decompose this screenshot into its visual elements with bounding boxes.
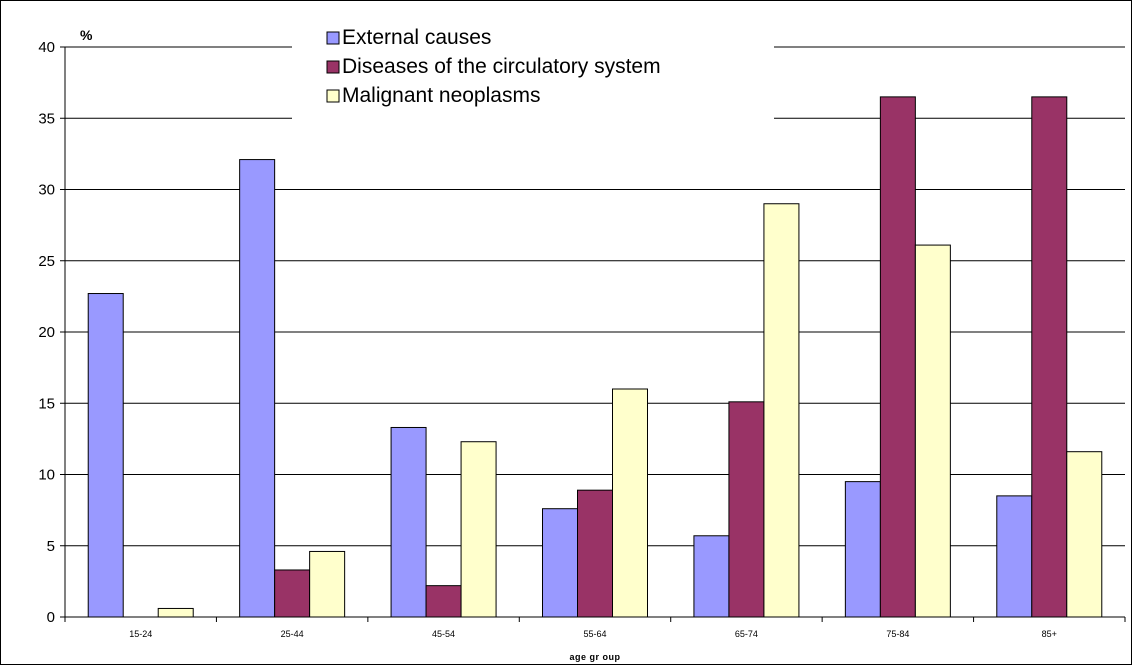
y-axis-label: % — [80, 27, 93, 43]
bar — [914, 244, 951, 618]
x-tick-label: 65-74 — [735, 629, 758, 639]
bar — [274, 569, 311, 618]
y-tick-label: 30 — [38, 182, 55, 199]
x-tick-label: 75-84 — [886, 629, 909, 639]
y-tick-label: 35 — [38, 110, 55, 127]
x-tick-label: 15-24 — [129, 629, 152, 639]
y-tick-label: 40 — [38, 39, 55, 56]
bar — [460, 441, 497, 618]
legend-swatch — [326, 89, 340, 103]
bar — [87, 293, 124, 618]
grid-lines — [65, 46, 1125, 547]
bars — [87, 96, 1103, 618]
legend-swatch — [326, 31, 340, 45]
bar — [693, 535, 730, 618]
y-tick-label: 0 — [47, 609, 55, 626]
bar — [425, 585, 462, 618]
legend-label: Malignant neoplasms — [342, 84, 540, 107]
bar — [390, 426, 427, 618]
legend-label: External causes — [342, 26, 491, 49]
bar — [844, 481, 881, 618]
legend-box — [292, 20, 774, 120]
y-tick-label: 5 — [47, 538, 55, 555]
x-tick-label: 25-44 — [281, 629, 304, 639]
bar — [996, 495, 1033, 618]
legend: External causes Diseases of the circulato… — [292, 20, 774, 120]
bar — [542, 508, 578, 618]
bar — [577, 489, 613, 618]
y-tick-label: 20 — [38, 324, 55, 341]
bar — [1066, 451, 1103, 618]
x-tick-label: 55-64 — [583, 629, 606, 639]
bar — [157, 607, 194, 618]
legend-swatch — [326, 60, 340, 74]
legend-label: Diseases of the circulatory system — [342, 55, 661, 78]
x-tick-label: 45-54 — [432, 629, 455, 639]
bar — [309, 550, 346, 618]
bar — [763, 203, 800, 618]
y-tick-label: 10 — [38, 467, 55, 484]
bar — [879, 96, 916, 618]
axes: 0 5 10 15 20 25 30 35 40 15-24 25-44 45-54 55-64 65-7… — [38, 39, 1126, 639]
y-tick-label: 25 — [38, 253, 55, 270]
bar — [1031, 96, 1068, 618]
x-tick-label: 85+ — [1042, 629, 1057, 639]
bar — [728, 401, 765, 618]
y-tick-label: 15 — [38, 395, 55, 412]
bar — [612, 388, 648, 618]
x-axis-label: age gr oup — [569, 652, 620, 662]
bar — [239, 159, 276, 618]
